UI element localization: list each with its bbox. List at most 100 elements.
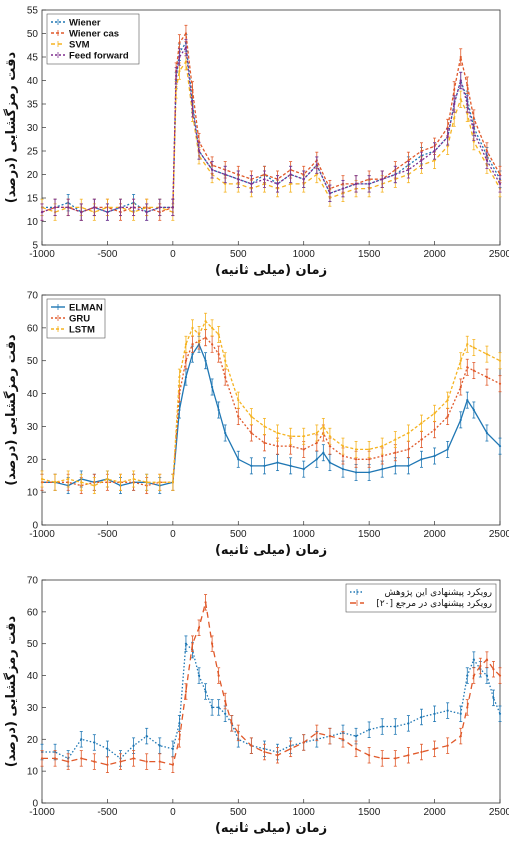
y-tick-label: 60: [27, 323, 39, 334]
data-point: [276, 461, 279, 464]
data-point: [211, 642, 214, 645]
legend-label: رویکرد پیشنهادی این پژوهش: [384, 588, 492, 598]
series-line: [41, 31, 501, 213]
y-tick-label: 10: [27, 488, 39, 499]
data-point: [466, 343, 469, 346]
data-point: [381, 757, 384, 760]
data-point: [459, 385, 462, 389]
data-point: [407, 448, 410, 451]
data-point: [315, 431, 318, 435]
data-point: [217, 706, 220, 709]
data-point: [394, 757, 397, 760]
y-tick-label: 20: [27, 455, 39, 466]
data-point: [446, 709, 449, 712]
data-point: [276, 182, 279, 185]
y-tick-label: 25: [27, 147, 39, 158]
series-0-3: [40, 38, 502, 221]
data-point: [191, 343, 194, 346]
data-point: [459, 359, 462, 362]
data-point: [315, 173, 318, 176]
data-point: [211, 385, 214, 389]
data-point: [184, 343, 188, 346]
data-point: [322, 425, 325, 428]
data-point: [354, 448, 358, 451]
data-point: [263, 425, 266, 428]
data-point: [328, 435, 331, 438]
data-point: [453, 117, 456, 120]
data-point: [158, 760, 161, 763]
data-point: [289, 464, 292, 467]
data-point: [420, 422, 423, 425]
data-point: [145, 735, 148, 738]
y-tick-label: 10: [27, 767, 39, 778]
data-point: [472, 117, 475, 120]
data-point: [315, 458, 318, 461]
data-point: [197, 674, 201, 677]
x-tick-label: 1000: [293, 807, 316, 818]
series-2-1: [40, 594, 502, 773]
data-point: [472, 658, 475, 661]
plot-area: [41, 579, 501, 804]
data-point: [197, 333, 201, 336]
legend-label: Wiener cas: [69, 29, 119, 40]
data-point: [184, 60, 188, 63]
legend-label: رویکرد پیشنهادی در مرجع [۲۰]: [376, 599, 492, 609]
data-point: [433, 747, 436, 750]
data-point: [492, 668, 495, 671]
data-point: [472, 369, 475, 372]
data-point: [446, 448, 449, 451]
data-point: [211, 168, 214, 171]
y-tick-label: 10: [27, 217, 39, 228]
data-point: [191, 326, 194, 329]
data-point: [472, 674, 475, 677]
data-point: [433, 712, 436, 715]
data-point: [407, 431, 410, 435]
data-point: [145, 481, 148, 484]
data-point: [328, 445, 331, 448]
data-point: [485, 674, 489, 677]
data-point: [53, 757, 57, 760]
data-point: [446, 145, 449, 148]
data-point: [191, 107, 194, 110]
y-tick-label: 20: [27, 735, 39, 746]
x-tick-label: -500: [97, 529, 117, 540]
legend-box: [345, 583, 497, 613]
data-point: [250, 415, 253, 418]
legend-label: ELMAN: [69, 303, 103, 314]
data-point: [197, 140, 201, 143]
data-point: [263, 750, 266, 754]
data-point: [472, 140, 475, 143]
data-point: [119, 481, 122, 484]
y-axis-label: دقت رمزگشایی (درصد): [3, 615, 19, 767]
data-point: [394, 451, 397, 454]
x-tick-label: 1500: [358, 249, 381, 260]
data-point: [217, 674, 220, 677]
y-tick-label: 30: [27, 422, 39, 433]
data-point: [237, 731, 240, 735]
data-point: [178, 70, 181, 73]
data-point: [433, 454, 436, 458]
data-point: [381, 445, 384, 448]
data-point: [93, 206, 96, 209]
data-point: [466, 674, 469, 677]
data-point: [93, 741, 96, 744]
data-point: [93, 484, 96, 487]
data-point: [184, 359, 188, 362]
data-point: [237, 415, 240, 418]
y-tick-label: 40: [27, 671, 39, 682]
x-tick-label: 500: [230, 249, 247, 260]
data-point: [119, 760, 122, 763]
data-point: [498, 674, 502, 677]
x-axis-label: زمان (میلی ثانیه): [215, 821, 327, 836]
data-point: [289, 747, 292, 750]
data-point: [498, 359, 502, 362]
data-point: [485, 149, 489, 153]
y-tick-label: 50: [27, 639, 39, 650]
data-point: [459, 98, 462, 101]
data-point: [498, 712, 502, 715]
data-point: [354, 458, 358, 461]
data-point: [341, 454, 345, 458]
x-tick-label: 0: [170, 249, 176, 260]
data-point: [80, 211, 83, 214]
